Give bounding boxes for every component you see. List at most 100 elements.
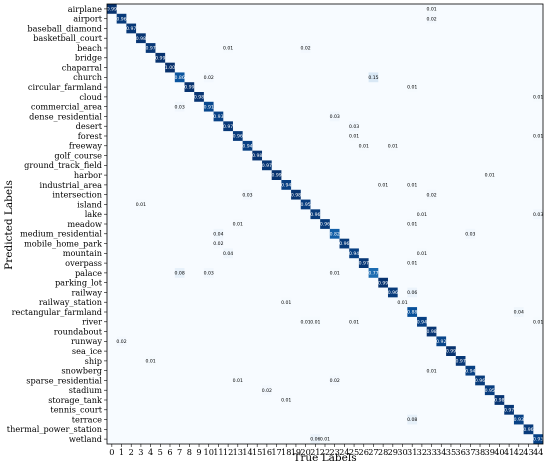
cell-value-label: 0.97: [223, 124, 233, 130]
cell-value-label: 0.01: [426, 6, 436, 12]
cell-value-label: 0.01: [281, 398, 291, 404]
matrix-cell: [407, 287, 418, 298]
x-tick-label: 18: [281, 447, 291, 457]
matrix-cell: [232, 375, 243, 386]
matrix-cell: [349, 316, 359, 327]
matrix-cell: [426, 4, 437, 14]
cell-value-label: 0.97: [126, 26, 136, 32]
matrix-cell: [194, 92, 204, 102]
y-tick-label: ship: [85, 356, 102, 366]
cell-value-label: 0.01: [485, 173, 495, 179]
cell-value-label: 0.88: [407, 310, 417, 316]
cell-value-label: 0.97: [359, 261, 369, 267]
x-tick-label: 42: [514, 447, 524, 457]
matrix-cell: [320, 434, 330, 444]
cell-value-label: 0.96: [388, 290, 398, 296]
matrix-cell: [378, 277, 388, 288]
y-tick-label: church: [73, 72, 103, 82]
matrix-cell: [494, 395, 505, 405]
y-tick-label: wetland: [69, 434, 102, 444]
cell-value-label: 0.98: [494, 398, 504, 404]
cell-value-label: 0.96: [523, 427, 533, 433]
matrix-cell: [397, 297, 408, 308]
matrix-cell: [136, 33, 146, 44]
x-tick-label: 0: [109, 447, 114, 457]
matrix-cell: [417, 209, 427, 220]
y-tick-label: industrial_area: [39, 180, 102, 190]
matrix-cell: [213, 238, 224, 249]
matrix-cell: [504, 404, 514, 415]
y-tick-label: tennis_court: [50, 405, 102, 415]
cell-value-label: 0.01: [533, 134, 543, 140]
matrix-cell: [329, 228, 340, 239]
y-tick-label: forest: [78, 131, 103, 141]
x-tick-label: 1: [119, 447, 124, 457]
cell-value-label: 0.96: [116, 16, 126, 22]
cell-value-label: 0.01: [407, 182, 417, 188]
cell-value-label: 0.03: [330, 114, 340, 120]
cell-value-label: 0.01: [417, 251, 427, 257]
y-tick-label: harbor: [74, 170, 102, 180]
matrix-cell: [281, 395, 292, 405]
cell-value-label: 0.02: [426, 192, 436, 198]
cell-value-label: 0.94: [242, 143, 252, 149]
matrix-cell: [417, 316, 427, 327]
cell-value-label: 0.01: [426, 368, 436, 374]
matrix-cell: [271, 170, 282, 180]
matrix-cell: [203, 101, 214, 112]
matrix-cell: [533, 209, 543, 220]
matrix-cell: [378, 180, 388, 190]
cell-value-label: 0.01: [281, 300, 291, 306]
matrix-cell: [455, 356, 466, 366]
x-tick-label: 5: [158, 447, 163, 457]
y-tick-label: airplane: [68, 4, 102, 14]
x-tick-label: 32: [417, 447, 427, 457]
cell-value-label: 0.94: [281, 182, 291, 188]
matrix-cell: [533, 434, 543, 444]
cell-value-label: 0.95: [301, 202, 311, 208]
cell-value-label: 0.02: [204, 75, 214, 81]
cell-value-label: 0.01: [388, 143, 398, 149]
matrix-cell: [145, 356, 156, 366]
matrix-cell: [232, 219, 243, 229]
cell-value-label: 0.01: [349, 319, 359, 325]
cell-value-label: 0.99: [107, 6, 117, 12]
y-tick-label: golf_course: [54, 150, 102, 160]
cell-value-label: 0.98: [252, 153, 262, 159]
cell-value-label: 0.01: [533, 319, 543, 325]
matrix-cell: [407, 258, 418, 268]
cell-value-label: 0.93: [213, 114, 223, 120]
matrix-cell: [107, 4, 117, 14]
cell-value-label: 0.06: [407, 290, 417, 296]
cell-value-label: 0.99: [155, 55, 165, 61]
x-tick-label: 19: [291, 447, 301, 457]
x-tick-labels: 0 1 2 3 4 5 6 7 8 9 10 11 12 13 14 15 16 17 18 19 20 21 22 23 24…: [109, 444, 543, 457]
x-tick-label: 33: [426, 447, 436, 457]
cell-value-label: 0.98: [136, 36, 146, 42]
matrix-cell: [329, 268, 340, 278]
matrix-cell: [387, 140, 398, 151]
x-tick-label: 31: [407, 447, 417, 457]
x-tick-label: 12: [223, 447, 233, 457]
matrix-cell: [426, 189, 437, 200]
y-tick-label: basketball_court: [33, 33, 103, 43]
matrix-cells: 0.990.960.970.980.970.991.000.860.990.98…: [106, 3, 544, 445]
matrix-cell: [465, 228, 476, 239]
y-tick-label: chaparral: [62, 62, 103, 72]
matrix-cell: [300, 43, 311, 53]
cell-value-label: 0.02: [262, 388, 272, 394]
cell-value-label: 0.01: [330, 270, 340, 276]
x-axis-label: True Labels: [293, 452, 356, 464]
matrix-cell: [213, 111, 224, 122]
matrix-cell: [223, 43, 233, 53]
cell-value-label: 0.01: [397, 300, 407, 306]
matrix-cell: [513, 307, 524, 317]
y-tick-label: baseball_diamond: [27, 23, 102, 33]
x-tick-label: 28: [378, 447, 388, 457]
cell-value-label: 0.94: [465, 368, 475, 374]
matrix-cell: [446, 346, 456, 356]
y-tick-label: ground_track_field: [24, 160, 102, 170]
matrix-cell: [358, 258, 369, 268]
y-tick-label: circular_farmland: [28, 82, 102, 92]
matrix-cell: [184, 82, 195, 92]
